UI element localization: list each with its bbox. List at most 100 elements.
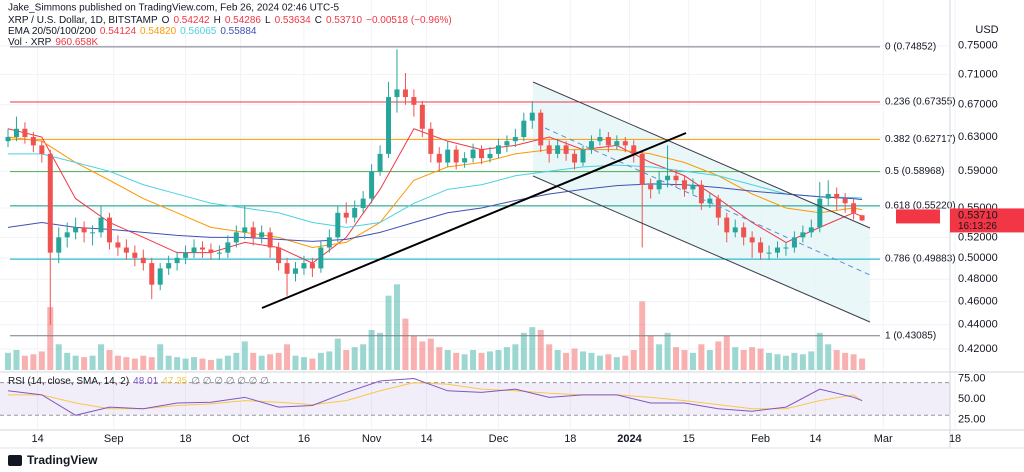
volume-bar [529, 327, 536, 370]
legend-layer: XRP / U.S. Dollar, 1D, BITSTAMP O 0.54242 H… [8, 15, 452, 387]
y-tick-label: 0.42000 [958, 343, 998, 355]
x-tick-label: 14 [31, 433, 43, 445]
candle-body [293, 268, 299, 274]
candle-body [453, 149, 459, 163]
legend-item: 0.55884 [220, 26, 257, 37]
fib-label: 0 (0.74852) [885, 41, 936, 52]
fib-label: 0.382 (0.62717) [885, 134, 956, 145]
legend-item: XRP / U.S. Dollar, 1D, BITSTAMP [8, 15, 158, 26]
candle-body [394, 89, 400, 98]
volume-bar [207, 360, 214, 370]
brand: TradingView [27, 453, 98, 467]
candle-body [39, 145, 45, 154]
candle-body [758, 242, 764, 253]
candle-body [301, 263, 307, 269]
candle-body [648, 184, 654, 190]
candle-body [698, 184, 704, 204]
volume-bar [554, 350, 561, 370]
volume-bar [106, 350, 113, 370]
volume-bar [512, 344, 519, 370]
candle-body [157, 268, 163, 285]
candle-body [360, 198, 366, 209]
candle-body [199, 247, 205, 250]
candle-body [250, 227, 256, 238]
candle-body [462, 158, 468, 163]
rsi-band [0, 382, 950, 416]
candle-body [149, 263, 155, 285]
trend-line [261, 132, 687, 309]
candle-body [572, 153, 578, 163]
candle-body [22, 128, 28, 138]
volume-bar [503, 347, 510, 370]
volume-bar [782, 355, 789, 370]
x-tick-label: Feb [751, 433, 770, 445]
volume-bar [630, 350, 637, 370]
x-tick-label: 18 [564, 433, 576, 445]
volume-bar [470, 350, 477, 370]
volume-bar [647, 335, 654, 370]
volume-bar [21, 355, 28, 370]
candle-body [81, 227, 87, 233]
candle-body [791, 237, 797, 248]
volume-bar [656, 344, 663, 370]
candle-body [851, 203, 857, 213]
volume-bar [622, 355, 629, 370]
candle-body [774, 247, 780, 253]
candle-body [5, 137, 11, 142]
volume-bar [715, 341, 722, 370]
candle-body [115, 242, 121, 248]
candle-body [309, 263, 315, 269]
volume-bar [131, 358, 138, 370]
volume-bar [64, 352, 71, 370]
candle-body [546, 145, 552, 154]
volume-bar [808, 351, 815, 370]
last-price-tag [950, 208, 1024, 233]
candle-body [259, 232, 265, 238]
candle-body [267, 232, 273, 248]
volume-bar [419, 341, 426, 370]
candle-body [605, 137, 611, 146]
candle-body [842, 198, 848, 204]
candle-body [538, 112, 544, 146]
candle-body [13, 128, 19, 138]
candle-body [174, 257, 180, 264]
x-tick-label: Oct [232, 433, 249, 445]
y-tick-label: 0.59000 [958, 165, 998, 177]
candle-body [656, 180, 662, 190]
volume-bar [757, 348, 764, 370]
volume-bar [596, 355, 603, 370]
x-tick-label: Mar [874, 433, 893, 445]
volume-bar [740, 350, 747, 370]
last-price-label: 0.53710 [958, 209, 998, 221]
volume-bar [546, 344, 553, 370]
candle-body [665, 175, 671, 181]
candle-body [326, 237, 332, 248]
volume-bar [427, 338, 434, 370]
volume-bar [791, 352, 798, 370]
candle-body [64, 232, 70, 238]
candle-body [800, 232, 806, 238]
candle-body [834, 193, 840, 199]
rsi-tick-label: 75.00 [958, 372, 986, 384]
volume-bar [732, 347, 739, 370]
volume-bar [563, 352, 570, 370]
volume-bar [444, 350, 451, 370]
legend-item: 0.56065 [180, 26, 217, 37]
volume-bar [360, 344, 367, 370]
candle-body [555, 145, 561, 154]
candle-body [783, 247, 789, 249]
volume-bar [436, 347, 443, 370]
candle-body [56, 237, 62, 253]
legend-item: 48.01 [133, 376, 158, 387]
candle-body [479, 149, 485, 159]
candle-body [191, 247, 197, 253]
publisher: Jake_Simmons published on TradingView.co… [8, 3, 340, 14]
legend-item: −0.00518 (−0.96%) [366, 15, 452, 26]
candle-body [436, 153, 442, 163]
legend-item: Vol · XRP [8, 37, 52, 48]
channel-lower [532, 175, 871, 323]
volume-bar [284, 344, 291, 370]
candle-body [732, 227, 738, 233]
volume-bar [537, 330, 544, 370]
y-tick-label: 0.52000 [958, 231, 998, 243]
